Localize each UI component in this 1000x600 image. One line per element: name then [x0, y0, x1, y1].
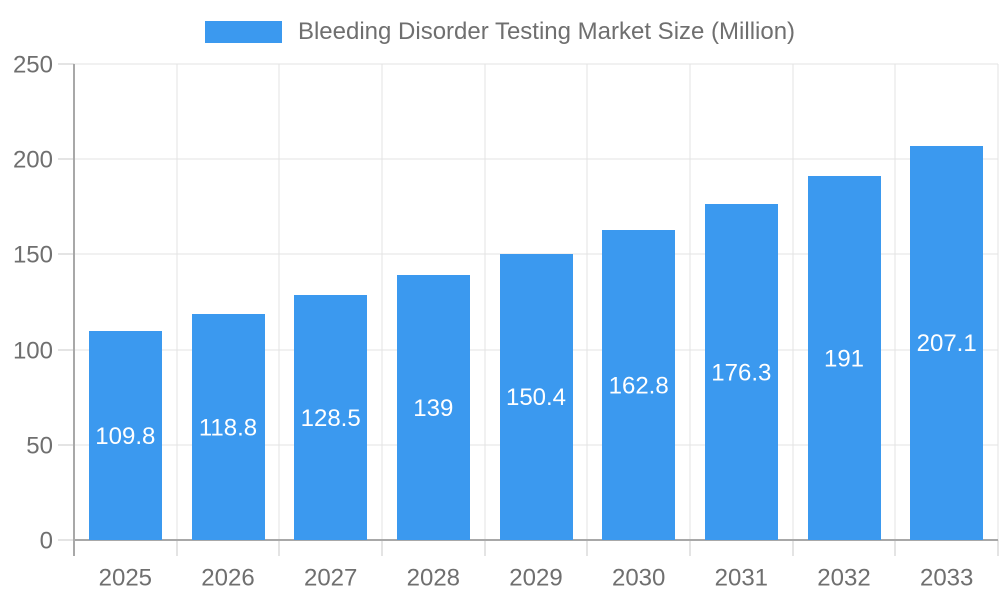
bar-2030[interactable] — [602, 230, 675, 540]
bar-2028[interactable] — [397, 275, 470, 540]
y-axis-tick-label: 250 — [13, 51, 53, 78]
y-axis-tick-label: 100 — [13, 337, 53, 364]
bar-2029[interactable] — [500, 254, 573, 540]
y-axis-tick-label: 0 — [40, 527, 53, 554]
x-axis-tick-label: 2030 — [612, 564, 665, 591]
bar-value-label: 109.8 — [95, 423, 155, 450]
bar-value-label: 139 — [413, 395, 453, 422]
y-axis-tick-label: 200 — [13, 146, 53, 173]
bar-value-label: 150.4 — [506, 384, 566, 411]
legend-label: Bleeding Disorder Testing Market Size (M… — [297, 18, 796, 45]
bar-value-label: 191 — [824, 346, 864, 373]
bar-value-label: 118.8 — [199, 414, 257, 441]
x-axis-tick-label: 2026 — [201, 564, 254, 591]
x-axis-tick-label: 2025 — [99, 564, 152, 591]
bar-2026[interactable] — [192, 314, 265, 540]
bar-value-label: 176.3 — [711, 360, 771, 387]
x-axis-tick-label: 2028 — [407, 564, 460, 591]
legend-swatch — [204, 21, 282, 43]
bar-2025[interactable] — [89, 331, 162, 540]
bar-value-label: 207.1 — [917, 330, 977, 357]
bar-2031[interactable] — [705, 204, 778, 540]
bar-2027[interactable] — [294, 295, 367, 540]
bar-2033[interactable] — [910, 146, 983, 540]
bar-value-label: 162.8 — [609, 372, 669, 399]
x-axis-tick-label: 2031 — [715, 564, 768, 591]
bar-value-label: 128.5 — [301, 405, 361, 432]
x-axis-tick-label: 2032 — [817, 564, 870, 591]
bar-2032[interactable] — [808, 176, 881, 540]
x-axis-tick-label: 2029 — [509, 564, 562, 591]
legend-item[interactable]: Bleeding Disorder Testing Market Size (M… — [0, 18, 1000, 46]
x-axis-tick-label: 2033 — [920, 564, 973, 591]
y-axis-tick-label: 50 — [26, 432, 53, 459]
x-axis-tick-label: 2027 — [304, 564, 357, 591]
y-axis-tick-label: 150 — [13, 241, 53, 268]
